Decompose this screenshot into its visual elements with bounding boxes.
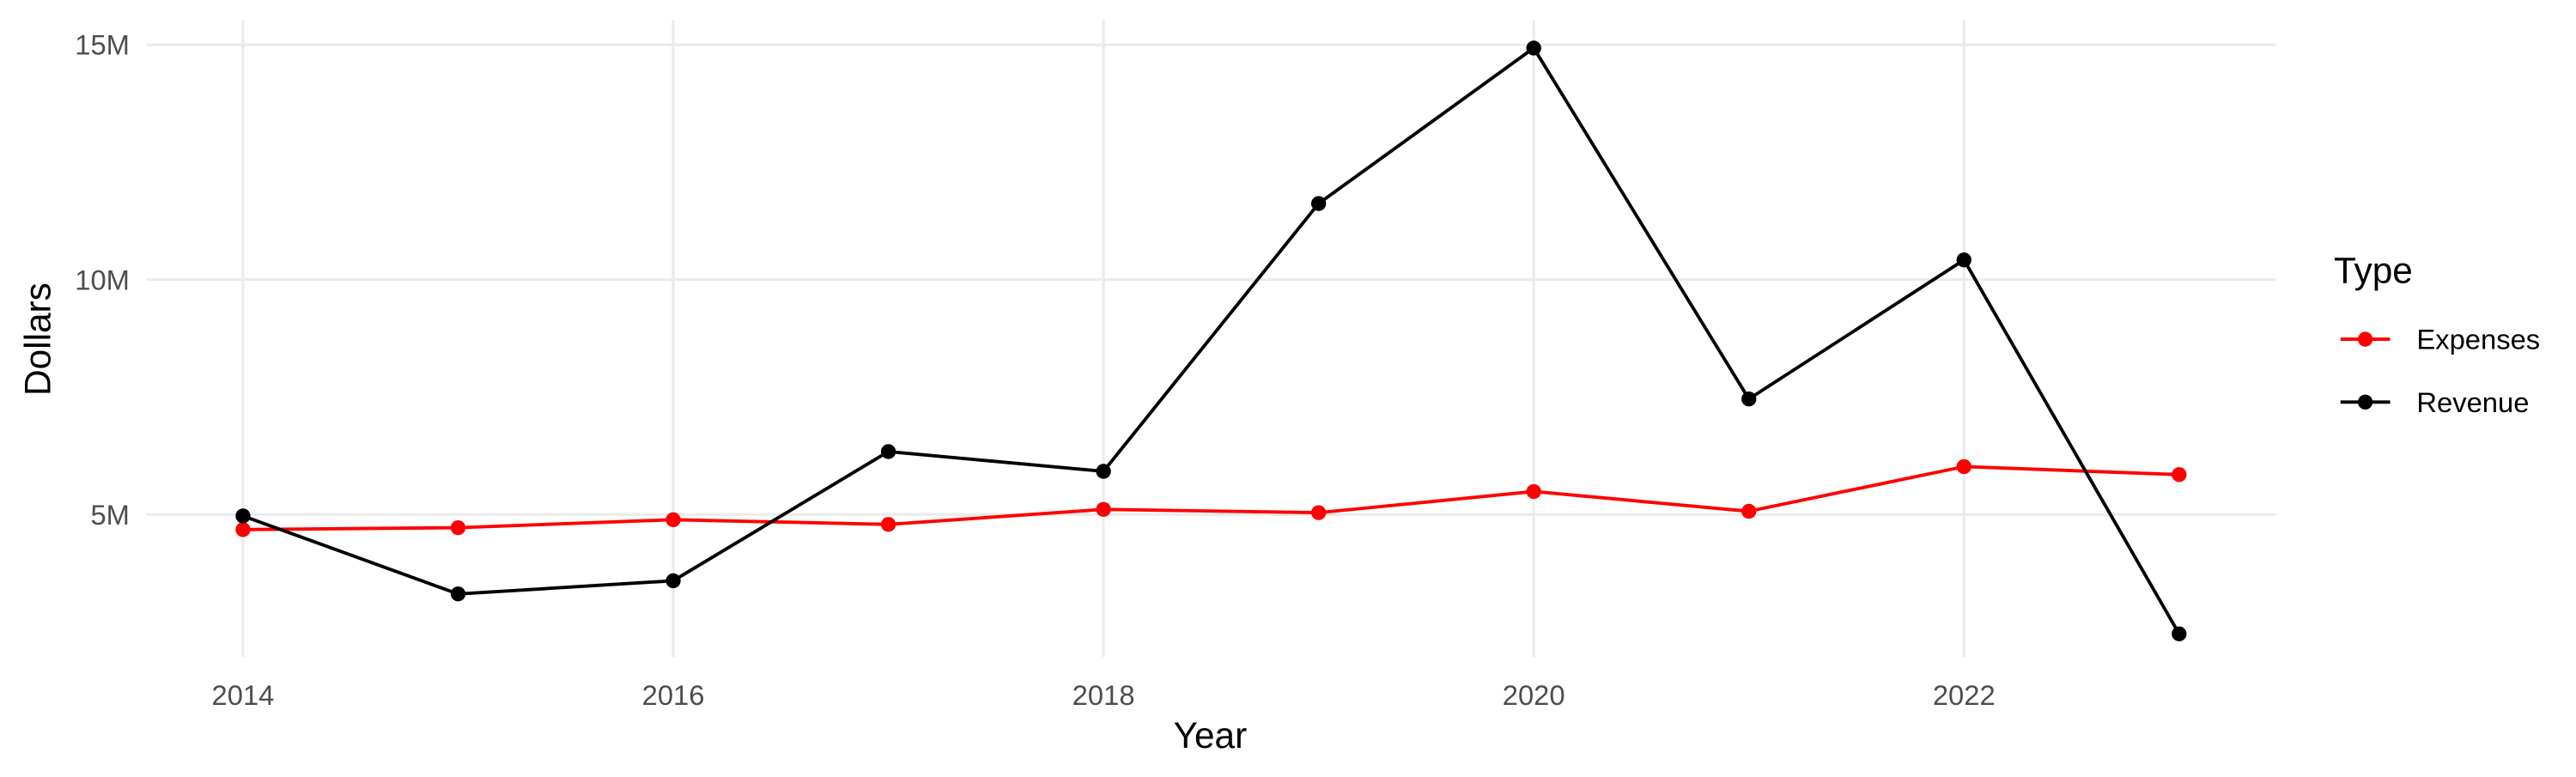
data-point <box>235 522 251 537</box>
data-point <box>1526 483 1541 500</box>
data-point <box>235 508 251 524</box>
data-point <box>880 517 896 532</box>
data-point <box>1096 501 1111 517</box>
data-point <box>665 512 681 527</box>
x-axis-title: Year <box>1174 715 1248 756</box>
data-point <box>1310 505 1327 520</box>
x-tick-label: 2018 <box>1072 679 1135 711</box>
data-point <box>880 444 896 459</box>
data-point <box>1956 252 1971 268</box>
data-point <box>2172 467 2187 483</box>
legend-title: Type <box>2334 251 2413 291</box>
series-line <box>242 46 2181 635</box>
y-axis-title: Dollars <box>17 282 58 396</box>
data-point <box>1956 458 1971 475</box>
y-tick-label: 15M <box>75 29 130 61</box>
data-point <box>1741 392 1757 407</box>
data-point <box>665 573 681 589</box>
data-point <box>450 586 466 602</box>
data-point <box>1310 196 1327 211</box>
x-tick-label: 2014 <box>212 679 275 711</box>
series-line <box>242 464 2179 531</box>
data-point <box>450 519 466 536</box>
data-point <box>1526 40 1541 56</box>
x-tick-label: 2016 <box>642 679 705 711</box>
x-tick-label: 2022 <box>1933 679 1996 711</box>
x-tick-label: 2020 <box>1503 679 1565 711</box>
legend-label: Expenses <box>2416 324 2540 355</box>
y-tick-label: 5M <box>90 499 129 531</box>
legend-marker <box>2357 331 2373 347</box>
data-point <box>1096 464 1111 479</box>
y-tick-label: 10M <box>75 264 130 295</box>
data-point <box>2172 626 2187 641</box>
legend-label: Revenue <box>2416 386 2529 418</box>
data-point <box>1741 503 1757 519</box>
legend-marker <box>2357 394 2373 410</box>
